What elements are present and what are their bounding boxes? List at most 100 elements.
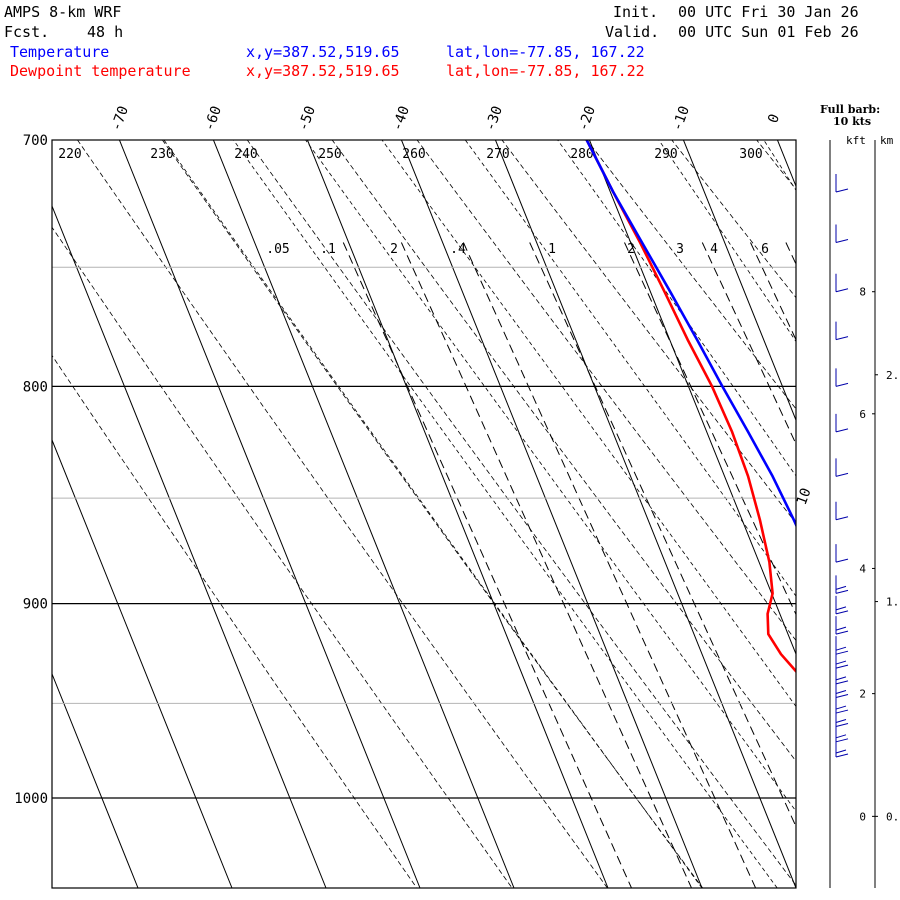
wind-barbs	[835, 173, 849, 758]
mixing-ratio-label: 4	[710, 242, 718, 257]
wind-barb-flag	[835, 188, 849, 193]
dry-adiabat-label: 240	[234, 147, 257, 162]
dry-adiabat-label: 250	[318, 147, 341, 162]
dry-adiabat-label: 280	[570, 147, 593, 162]
wind-barb-flag	[835, 705, 847, 710]
dry-adiabat-line	[416, 140, 796, 642]
moist-adiabat-line	[163, 140, 703, 888]
wind-barb-flag	[835, 382, 849, 387]
dry-adiabat-label: 300	[739, 147, 762, 162]
kft-tick-label: 6	[859, 408, 866, 421]
isotherm-line	[494, 140, 796, 888]
pressure-tick-label: 800	[23, 379, 48, 395]
inner-labels: .05 .1 2 .4 1 2 3 4 6 220 230 240 250 260 270 280 290 300	[58, 147, 769, 257]
temperature-latlon: lat,lon=-77.85, 167.22	[446, 43, 645, 61]
wind-barb-flag	[835, 719, 847, 724]
wind-barb-flag	[835, 589, 849, 594]
isotherm-line	[212, 140, 515, 888]
wind-barb-flag	[835, 690, 847, 695]
wind-barb-flag	[835, 738, 849, 743]
isotherm-label: -50	[295, 104, 319, 133]
mixing-ratio-label: .05	[266, 242, 289, 257]
mixing-ratio-label: .4	[450, 242, 466, 257]
wind-barb-flag	[835, 585, 847, 590]
barb-legend-line2: 10 kts	[833, 115, 871, 128]
wind-barb-flag	[835, 676, 847, 681]
km-tick-label: 1.	[886, 596, 899, 609]
wind-barb-flag	[835, 709, 849, 714]
wind-barb-flag	[835, 472, 849, 477]
kft-tick-label: 8	[859, 286, 866, 299]
dry-adiabat-label: 290	[654, 147, 677, 162]
isotherm-line	[861, 114, 900, 889]
mixing-ratio-line	[342, 242, 632, 888]
isotherm-label: 0	[765, 112, 783, 125]
isobars	[52, 266, 796, 799]
wind-barb-flag	[835, 694, 849, 699]
dewpoint-xy: x,y=387.52,519.65	[246, 62, 400, 80]
background-lines	[0, 114, 900, 889]
height-ticks: 0 2 4 6 8 0. 1. 2.	[859, 286, 899, 824]
init-value: 00 UTC Fri 30 Jan 26	[678, 3, 859, 21]
mixing-ratio-label: 2	[390, 242, 398, 257]
mixing-ratio-line	[624, 242, 796, 616]
valid-label: Valid.	[605, 23, 659, 41]
dry-adiabat-line	[820, 114, 900, 889]
isotherm-label: -40	[389, 104, 413, 133]
mixing-ratio-label: 2	[627, 242, 635, 257]
fcst-label: Fcst.	[4, 23, 49, 41]
legend-temperature: Temperature	[10, 43, 109, 61]
isotherm-label: 10	[794, 486, 815, 507]
model-title: AMPS 8-km WRF	[4, 3, 121, 21]
pressure-axis-labels: 700 800 900 1000	[14, 133, 48, 807]
dry-adiabat-label: 260	[402, 147, 425, 162]
dry-adiabat-label: 270	[486, 147, 509, 162]
mixing-ratio-line	[400, 242, 692, 888]
wind-barb-flag	[835, 723, 849, 728]
isotherm-line	[776, 140, 796, 188]
isotherm-label: -10	[669, 104, 693, 133]
wind-barb-flag	[835, 664, 849, 669]
isotherm-line	[0, 114, 44, 889]
mixing-ratio-line	[785, 242, 796, 266]
isotherm-line	[52, 204, 327, 888]
wind-barb-flag	[835, 753, 849, 758]
km-tick-label: 0.	[886, 810, 899, 823]
moist-adiabat-line	[763, 140, 796, 192]
plot-frame	[51, 139, 797, 889]
wind-barb-flag	[835, 336, 849, 341]
km-label: km	[880, 134, 894, 147]
barb-legend-line1: Full barb:	[820, 103, 880, 116]
dry-adiabat-label: 230	[150, 147, 173, 162]
mixing-ratio-label: 6	[761, 242, 769, 257]
fcst-value: 48 h	[87, 23, 123, 41]
wind-barb-flag	[835, 680, 849, 685]
pressure-tick-label: 1000	[14, 791, 48, 807]
kft-tick-label: 4	[859, 562, 866, 575]
mixing-ratio-line	[838, 243, 900, 889]
mixing-ratio-line	[529, 242, 796, 828]
isotherm-line	[588, 140, 796, 656]
wind-barb-flag	[835, 660, 847, 665]
dry-adiabat-line	[331, 140, 796, 762]
data-series	[585, 140, 796, 674]
isotherm-line	[682, 140, 796, 422]
pressure-tick-label: 900	[23, 597, 48, 613]
init-label: Init.	[613, 3, 658, 21]
dry-adiabat-line	[52, 354, 418, 888]
wind-barb-flag	[835, 516, 849, 521]
dry-adiabat-label: 220	[58, 147, 81, 162]
mixing-ratio-label: .1	[320, 242, 336, 257]
kft-tick-label: 2	[859, 688, 866, 701]
wind-barb-flag	[835, 288, 849, 293]
temperature-xy: x,y=387.52,519.65	[246, 43, 400, 61]
isotherm-label: -60	[201, 104, 225, 133]
dry-adiabat-line	[246, 140, 796, 887]
moist-adiabat-line	[464, 140, 796, 597]
wind-barb-flag	[835, 749, 847, 754]
dewpoint-latlon: lat,lon=-77.85, 167.22	[446, 62, 645, 80]
isotherm-label: -70	[108, 104, 132, 133]
dewpoint-profile-line	[585, 140, 796, 674]
valid-value: 00 UTC Sun 01 Feb 26	[678, 23, 859, 41]
